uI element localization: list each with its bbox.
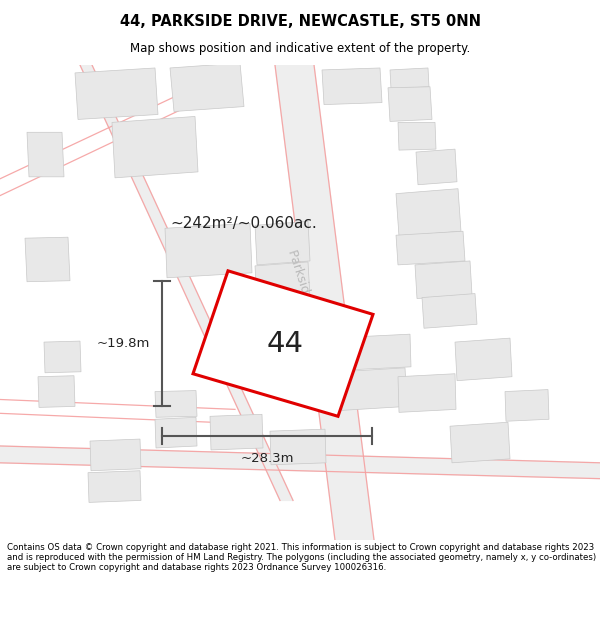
Polygon shape <box>340 368 407 411</box>
Polygon shape <box>25 237 70 282</box>
Polygon shape <box>27 132 64 177</box>
Text: Contains OS data © Crown copyright and database right 2021. This information is : Contains OS data © Crown copyright and d… <box>7 542 596 572</box>
Polygon shape <box>390 68 429 89</box>
Polygon shape <box>350 334 411 370</box>
Polygon shape <box>112 116 198 178</box>
Polygon shape <box>44 341 81 372</box>
Polygon shape <box>255 262 310 301</box>
Text: 44: 44 <box>266 330 304 358</box>
Polygon shape <box>396 231 465 265</box>
Text: Map shows position and indicative extent of the property.: Map shows position and indicative extent… <box>130 42 470 54</box>
Text: ~242m²/~0.060ac.: ~242m²/~0.060ac. <box>170 216 317 231</box>
Polygon shape <box>270 429 326 465</box>
Polygon shape <box>455 338 512 381</box>
Polygon shape <box>80 65 293 501</box>
Polygon shape <box>75 68 158 119</box>
Polygon shape <box>255 221 310 265</box>
Polygon shape <box>193 271 373 416</box>
Polygon shape <box>416 149 457 185</box>
Polygon shape <box>396 189 461 236</box>
Polygon shape <box>398 122 436 150</box>
Text: ~19.8m: ~19.8m <box>97 337 150 350</box>
Polygon shape <box>155 391 197 418</box>
Text: ~28.3m: ~28.3m <box>240 452 294 465</box>
Polygon shape <box>450 422 510 462</box>
Polygon shape <box>275 65 374 540</box>
Polygon shape <box>388 87 432 121</box>
Polygon shape <box>90 439 141 471</box>
Polygon shape <box>505 389 549 421</box>
Polygon shape <box>210 414 263 450</box>
Polygon shape <box>322 68 382 104</box>
Polygon shape <box>155 418 197 448</box>
Polygon shape <box>38 376 75 408</box>
Polygon shape <box>88 471 141 502</box>
Text: Parkside Drive: Parkside Drive <box>285 248 325 338</box>
Polygon shape <box>422 294 477 328</box>
Text: 44, PARKSIDE DRIVE, NEWCASTLE, ST5 0NN: 44, PARKSIDE DRIVE, NEWCASTLE, ST5 0NN <box>119 14 481 29</box>
Polygon shape <box>415 261 472 299</box>
Polygon shape <box>170 63 244 111</box>
Polygon shape <box>165 223 252 278</box>
Polygon shape <box>0 446 600 479</box>
Polygon shape <box>398 374 456 413</box>
